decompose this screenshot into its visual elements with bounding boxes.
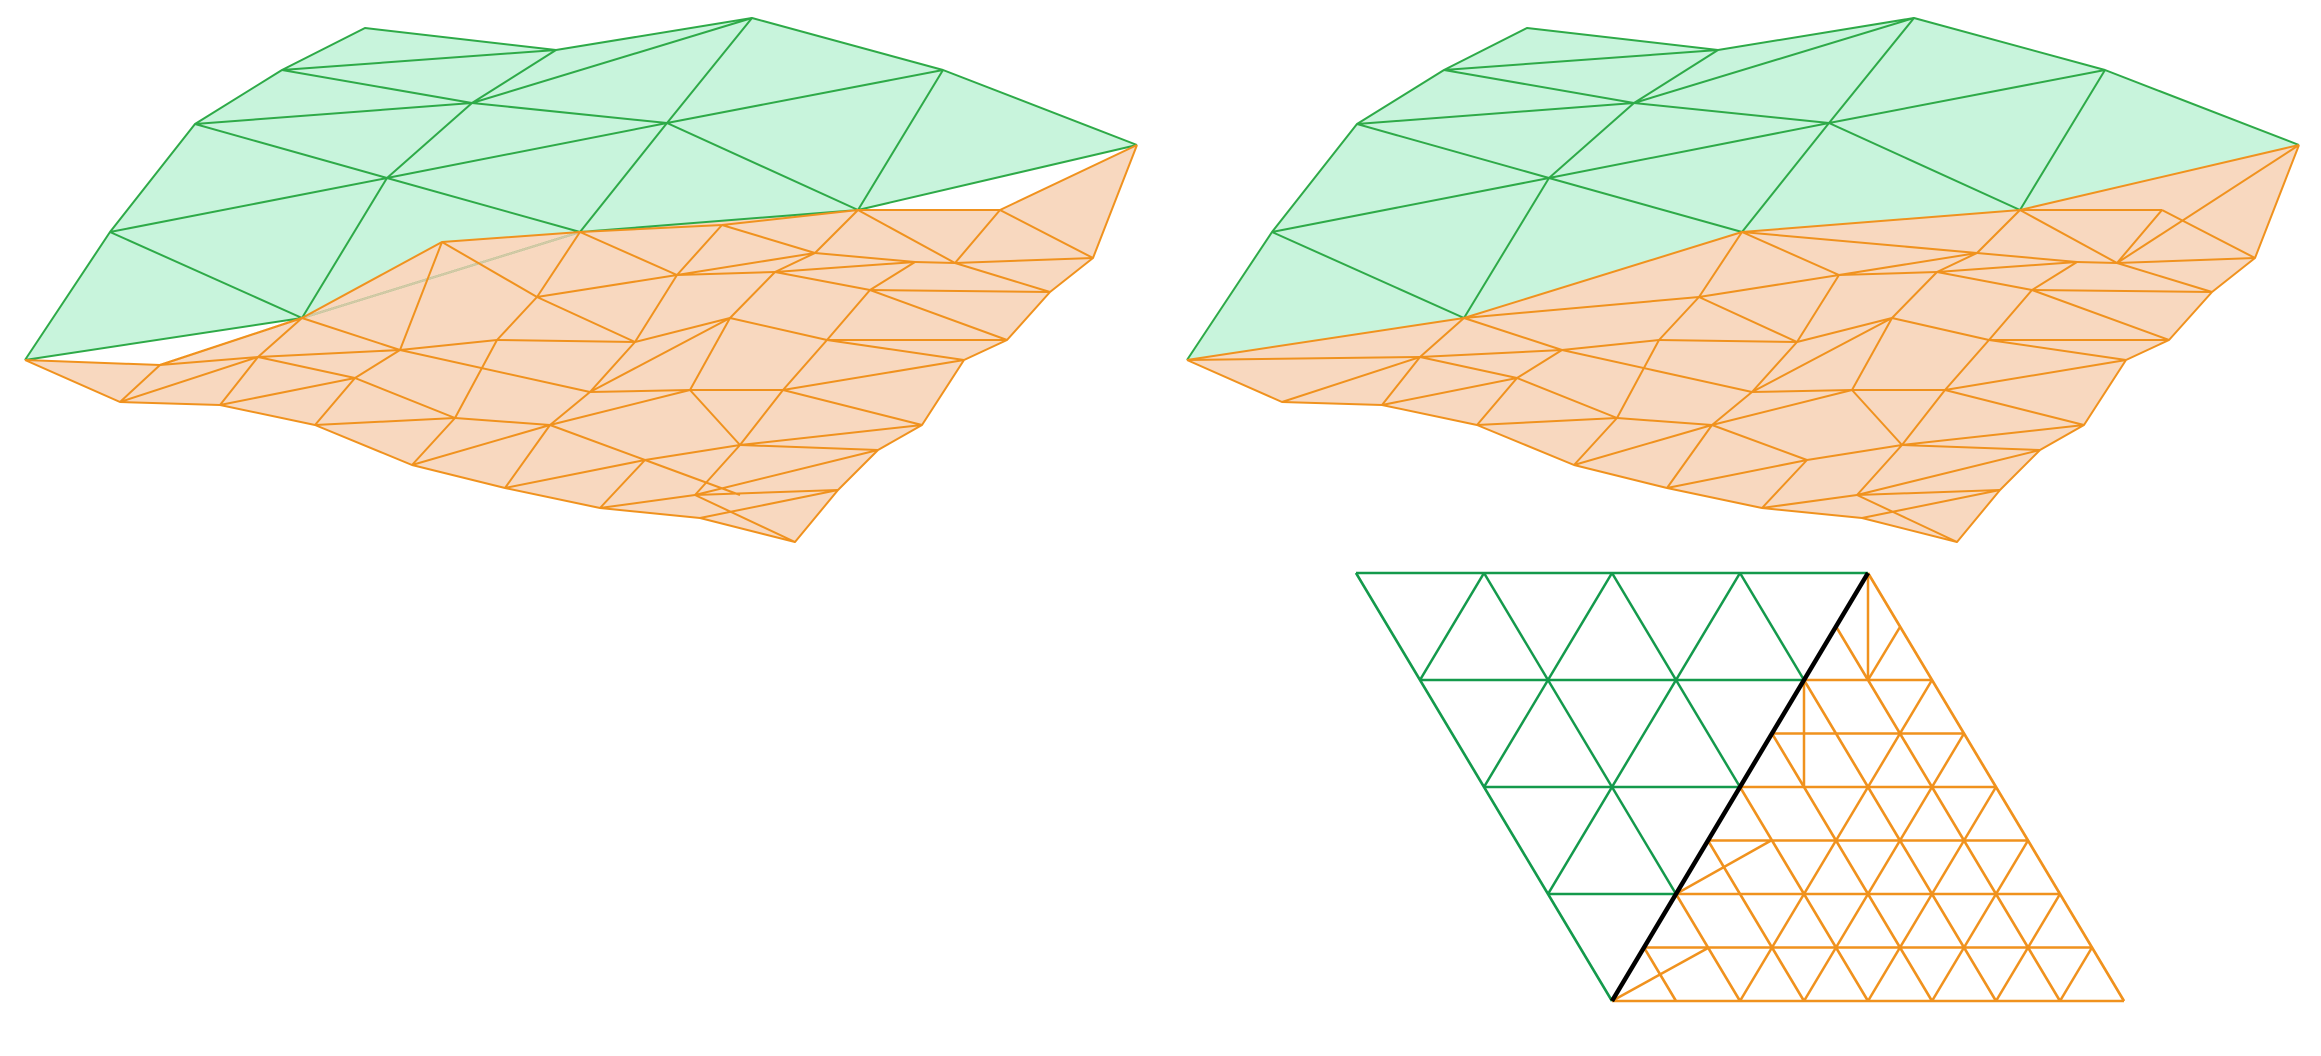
panel-conforming	[1186, 17, 2300, 543]
panel-nonconforming	[24, 17, 1138, 543]
fine-grid-diagonal	[1866, 572, 2126, 1002]
fine-mesh-edges	[24, 144, 1138, 543]
fine-grid-diagonal	[1738, 786, 1870, 1002]
fine-grid-lines	[1611, 572, 2126, 1003]
fine-grid-fan	[1675, 838, 1773, 896]
panel-structured-grid	[1354, 571, 2126, 1003]
coarse-grid-diagonal	[1482, 572, 1614, 788]
fine-region-fill-2	[1187, 145, 2299, 542]
fine-grid-diagonal	[1706, 839, 1806, 1002]
fine-grid-diagonal	[2058, 946, 2094, 1002]
coarse-region-fill-2	[1187, 18, 2299, 360]
fine-mesh-edges-2	[1186, 144, 2300, 543]
coarse-mesh-edges	[24, 17, 1138, 361]
fine-grid-diagonal	[1770, 732, 1934, 1002]
coarse-region-fill	[25, 18, 1137, 360]
coarse-grid-diagonal	[1546, 572, 1742, 895]
fine-region-fill	[25, 145, 1137, 542]
fine-grid-fan	[1611, 946, 1709, 1003]
fine-grid-diagonal	[1930, 839, 2030, 1002]
coarse-mesh-edges-2	[1186, 17, 2300, 361]
fine-grid-diagonal	[1834, 625, 2062, 1002]
fine-grid-diagonal	[1674, 893, 1742, 1002]
coarse-grid-diagonal	[1482, 572, 1678, 895]
fine-grid-fan	[1866, 626, 1902, 681]
fine-grid-diagonal	[1802, 679, 1998, 1002]
interface-seam	[1610, 571, 1870, 1003]
interface-gap-line	[301, 231, 581, 319]
fine-grid-diagonal	[1802, 732, 1966, 1002]
coarse-grid-diagonal	[1418, 572, 1486, 681]
coarse-grid-diagonal	[1738, 572, 1806, 681]
